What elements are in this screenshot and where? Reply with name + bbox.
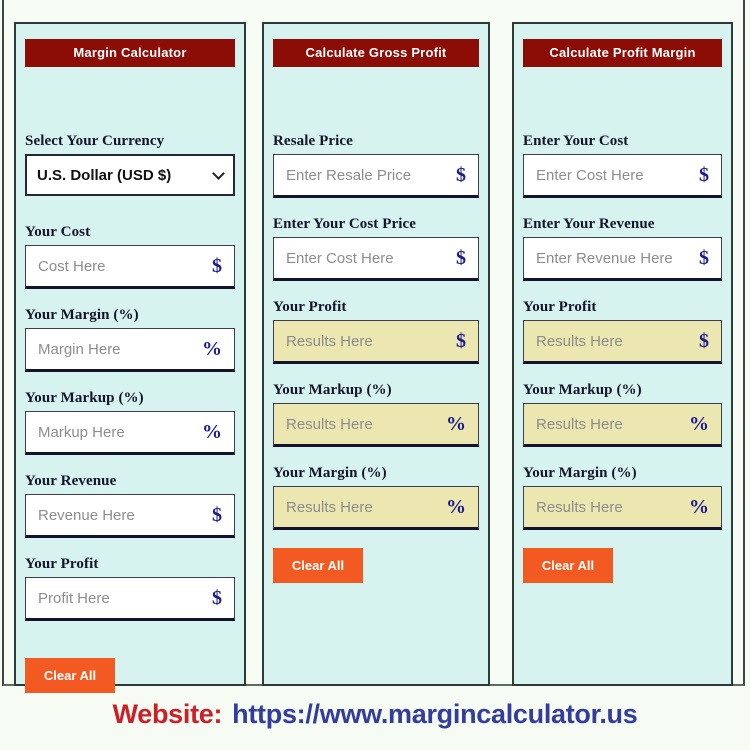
clear-all-button[interactable]: Clear All bbox=[25, 658, 115, 693]
input-box-your-margin: % bbox=[25, 328, 235, 372]
field-label-your-profit: Your Profit bbox=[273, 299, 347, 315]
dollar-symbol-icon: $ bbox=[699, 329, 709, 352]
field-label-enter-your-cost: Enter Your Cost bbox=[523, 133, 629, 149]
website-line: Website: https://www.margincalculator.us bbox=[0, 699, 750, 730]
dollar-symbol-icon: $ bbox=[456, 246, 466, 269]
field-label-your-margin: Your Margin (%) bbox=[273, 465, 387, 481]
field-group-your-margin: Your Margin (%)% bbox=[523, 465, 722, 530]
field-label-your-margin: Your Margin (%) bbox=[523, 465, 637, 481]
input-field-your-margin[interactable] bbox=[38, 340, 194, 358]
percent-symbol-icon: % bbox=[446, 412, 466, 435]
field-group-your-markup: Your Markup (%)% bbox=[523, 382, 722, 447]
chevron-down-icon bbox=[212, 166, 225, 180]
field-label-your-markup: Your Markup (%) bbox=[523, 382, 642, 398]
input-field-resale-price[interactable] bbox=[286, 166, 448, 184]
field-label-your-profit: Your Profit bbox=[25, 556, 99, 572]
field-group-your-markup: Your Markup (%)% bbox=[25, 390, 235, 455]
result-output-your-profit bbox=[536, 332, 691, 350]
dollar-symbol-icon: $ bbox=[212, 586, 222, 609]
result-output-your-margin bbox=[536, 498, 681, 516]
field-group-your-profit: Your Profit $ bbox=[25, 556, 235, 621]
input-box-your-cost: $ bbox=[25, 245, 235, 289]
currency-select[interactable]: U.S. Dollar (USD $) bbox=[25, 154, 235, 196]
website-url-link[interactable]: https://www.margincalculator.us bbox=[232, 699, 638, 729]
panel-margin-calculator: Margin Calculator Select Your Currency U.S… bbox=[14, 22, 246, 693]
field-group-your-revenue: Your Revenue $ bbox=[25, 473, 235, 538]
input-box-your-markup: % bbox=[25, 411, 235, 455]
input-field-enter-your-revenue[interactable] bbox=[536, 249, 691, 267]
input-field-your-revenue[interactable] bbox=[38, 506, 204, 524]
field-label-resale-price: Resale Price bbox=[273, 133, 353, 149]
field-group-resale-price: Resale Price $ bbox=[273, 133, 479, 198]
clear-all-button[interactable]: Clear All bbox=[273, 548, 363, 583]
result-box-your-markup: % bbox=[523, 403, 722, 447]
result-output-your-markup bbox=[536, 415, 681, 433]
dollar-symbol-icon: $ bbox=[456, 163, 466, 186]
dollar-symbol-icon: $ bbox=[699, 163, 709, 186]
clear-all-button[interactable]: Clear All bbox=[523, 548, 613, 583]
input-box-enter-your-revenue: $ bbox=[523, 237, 722, 281]
percent-symbol-icon: % bbox=[202, 337, 222, 360]
dollar-symbol-icon: $ bbox=[456, 329, 466, 352]
field-label-your-markup: Your Markup (%) bbox=[273, 382, 392, 398]
panel-title: Margin Calculator bbox=[25, 39, 235, 67]
website-label: Website: bbox=[112, 699, 223, 729]
field-group-enter-your-cost-price: Enter Your Cost Price $ bbox=[273, 216, 479, 281]
dollar-symbol-icon: $ bbox=[699, 246, 709, 269]
field-group-your-profit: Your Profit $ bbox=[273, 299, 479, 364]
header-spacer bbox=[514, 67, 731, 133]
input-field-your-profit[interactable] bbox=[38, 589, 204, 607]
input-box-your-revenue: $ bbox=[25, 494, 235, 538]
field-group-your-margin: Your Margin (%)% bbox=[25, 307, 235, 372]
input-box-your-profit: $ bbox=[25, 577, 235, 621]
field-group-enter-your-cost: Enter Your Cost $ bbox=[523, 133, 722, 198]
percent-symbol-icon: % bbox=[446, 495, 466, 518]
percent-symbol-icon: % bbox=[202, 420, 222, 443]
input-box-enter-your-cost-price: $ bbox=[273, 237, 479, 281]
result-box-your-margin: % bbox=[273, 486, 479, 530]
currency-selected-value: U.S. Dollar (USD $) bbox=[37, 166, 172, 184]
calculators-frame: Margin Calculator Select Your Currency U.S… bbox=[2, 0, 745, 693]
currency-label: Select Your Currency bbox=[25, 133, 165, 149]
panel-title: Calculate Profit Margin bbox=[523, 39, 722, 67]
field-label-enter-your-revenue: Enter Your Revenue bbox=[523, 216, 655, 232]
result-output-your-profit bbox=[286, 332, 448, 350]
header-spacer bbox=[264, 67, 488, 133]
result-output-your-markup bbox=[286, 415, 438, 433]
field-label-your-margin: Your Margin (%) bbox=[25, 307, 139, 323]
field-label-your-cost: Your Cost bbox=[25, 224, 91, 240]
field-group-enter-your-revenue: Enter Your Revenue $ bbox=[523, 216, 722, 281]
percent-symbol-icon: % bbox=[689, 412, 709, 435]
field-label-your-markup: Your Markup (%) bbox=[25, 390, 144, 406]
dollar-symbol-icon: $ bbox=[212, 254, 222, 277]
field-group-your-margin: Your Margin (%)% bbox=[273, 465, 479, 530]
field-group-your-cost: Your Cost $ bbox=[25, 224, 235, 289]
field-label-your-revenue: Your Revenue bbox=[25, 473, 117, 489]
input-field-your-markup[interactable] bbox=[38, 423, 194, 441]
percent-symbol-icon: % bbox=[689, 495, 709, 518]
result-box-your-profit: $ bbox=[273, 320, 479, 364]
result-output-your-margin bbox=[286, 498, 438, 516]
input-field-your-cost[interactable] bbox=[38, 257, 204, 275]
input-field-enter-your-cost[interactable] bbox=[536, 166, 691, 184]
input-box-enter-your-cost: $ bbox=[523, 154, 722, 198]
field-group-your-markup: Your Markup (%)% bbox=[273, 382, 479, 447]
field-label-enter-your-cost-price: Enter Your Cost Price bbox=[273, 216, 417, 232]
input-box-resale-price: $ bbox=[273, 154, 479, 198]
currency-field-group: Select Your Currency U.S. Dollar (USD $) bbox=[25, 133, 235, 196]
result-box-your-profit: $ bbox=[523, 320, 722, 364]
field-group-your-profit: Your Profit $ bbox=[523, 299, 722, 364]
dollar-symbol-icon: $ bbox=[212, 503, 222, 526]
field-label-your-profit: Your Profit bbox=[523, 299, 597, 315]
result-box-your-margin: % bbox=[523, 486, 722, 530]
result-box-your-markup: % bbox=[273, 403, 479, 447]
input-field-enter-your-cost-price[interactable] bbox=[286, 249, 448, 267]
header-spacer bbox=[16, 67, 244, 133]
panel-title: Calculate Gross Profit bbox=[273, 39, 479, 67]
